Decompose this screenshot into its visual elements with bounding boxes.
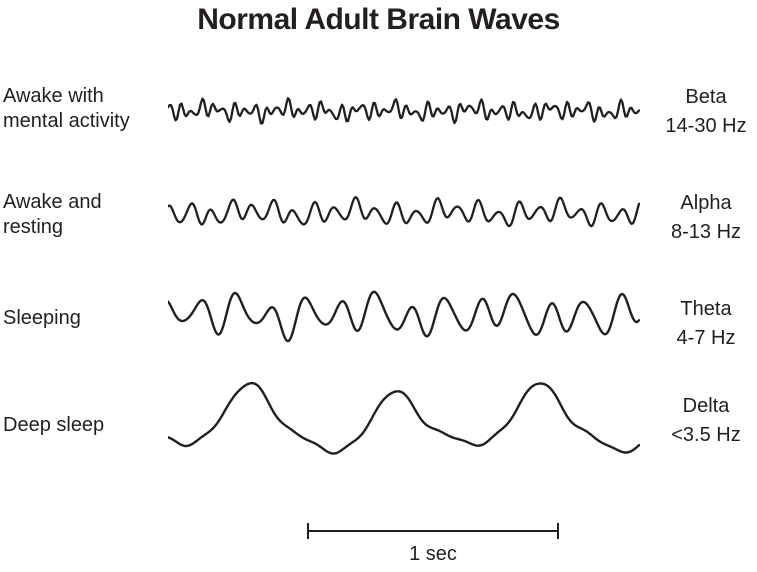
state-label-theta: Sleeping bbox=[3, 307, 81, 329]
band-frequency: 14-30 Hz bbox=[665, 115, 747, 137]
band-label-alpha: Alpha 8-13 Hz bbox=[656, 189, 756, 247]
beta-wave-trace bbox=[168, 97, 640, 125]
band-frequency: 4-7 Hz bbox=[676, 327, 736, 349]
band-name: Theta bbox=[680, 298, 732, 320]
band-name: Beta bbox=[685, 86, 727, 108]
band-name: Delta bbox=[682, 395, 730, 417]
theta-wave-trace bbox=[168, 290, 640, 343]
delta-wave-trace bbox=[168, 381, 640, 455]
band-name: Alpha bbox=[680, 192, 732, 214]
state-label-beta: Awake with mental activity bbox=[3, 85, 130, 132]
alpha-wave-trace bbox=[168, 195, 640, 228]
state-label-alpha: Awake and resting bbox=[3, 191, 102, 238]
scale-bar-label: 1 sec bbox=[409, 543, 457, 565]
page-title: Normal Adult Brain Waves bbox=[197, 3, 560, 36]
state-label-delta: Deep sleep bbox=[3, 414, 105, 436]
band-frequency: <3.5 Hz bbox=[671, 424, 741, 446]
band-frequency: 8-13 Hz bbox=[670, 221, 742, 243]
scale-bar-tick-right bbox=[557, 523, 559, 539]
scale-bar-line bbox=[308, 530, 558, 532]
band-label-beta: Beta 14-30 Hz bbox=[656, 83, 756, 141]
band-label-delta: Delta <3.5 Hz bbox=[656, 392, 756, 450]
band-label-theta: Theta 4-7 Hz bbox=[656, 295, 756, 353]
scale-bar-tick-left bbox=[307, 523, 309, 539]
